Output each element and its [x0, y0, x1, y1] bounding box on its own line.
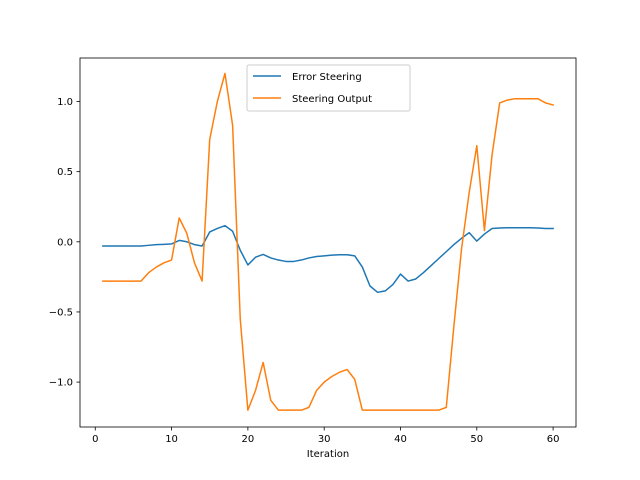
y-axis: −1.0 −0.5 0.0 0.5 1.0 [49, 97, 80, 389]
y-tick-label: −1.0 [49, 378, 73, 389]
x-tick-label: 40 [394, 434, 407, 445]
series-line-1 [102, 72, 555, 411]
x-tick-label: 50 [470, 434, 483, 445]
x-tick-label: 10 [165, 434, 178, 445]
x-tick-label: 0 [92, 434, 98, 445]
x-tick-label: 60 [547, 434, 560, 445]
legend: Error Steering Steering Output [246, 64, 411, 112]
y-tick-label: 0.0 [57, 237, 73, 248]
legend-label-0: Error Steering [292, 72, 362, 83]
x-tick-label: 20 [242, 434, 255, 445]
series-line-0 [102, 224, 554, 294]
legend-label-1: Steering Output [292, 94, 372, 105]
x-tick-label: 30 [318, 434, 331, 445]
y-tick-label: −0.5 [49, 307, 73, 318]
series-layer [102, 72, 555, 411]
plot-frame [79, 57, 577, 428]
x-axis-label: Iteration [307, 449, 349, 460]
y-tick-label: 0.5 [57, 167, 73, 178]
x-axis: 0 10 20 30 40 50 60 [92, 427, 559, 445]
y-tick-label: 1.0 [57, 97, 73, 108]
legend-box [246, 64, 411, 112]
plot-area [80, 58, 576, 427]
